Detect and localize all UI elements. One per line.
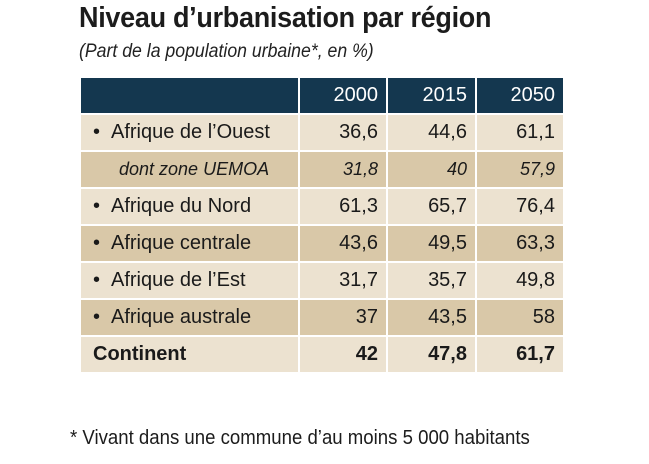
value-cell-2015: 47,8 [386,335,477,374]
chart-subtitle: (Part de la population urbaine*, en %) [79,41,374,62]
table-row: dont zone UEMOA 31,8 40 57,9 [79,150,565,189]
value-cell-2015: 35,7 [386,261,477,300]
urbanisation-table: 2000 2015 2050 • Afrique de l’Ouest 36,6 44… [79,76,565,374]
table-row: • Afrique de l’Est 31,7 35,7 49,8 [79,261,565,300]
chart-title: Niveau d’urbanisation par région [79,2,492,34]
row-label-cell: • Afrique de l’Ouest [79,113,300,152]
bullet-icon: • [93,195,101,217]
value-cell-2000: 42 [298,335,388,374]
table-row: • Afrique australe 37 43,5 58 [79,298,565,337]
column-header-2015: 2015 [386,76,477,115]
table-row: • Afrique du Nord 61,3 65,7 76,4 [79,187,565,226]
row-label-cell: • Afrique centrale [79,224,300,263]
table-header: 2000 2015 2050 [79,76,565,115]
value-cell-2000: 61,3 [298,187,388,226]
bullet-icon: • [93,121,101,143]
value-cell-2050: 61,7 [475,335,565,374]
value-cell-2015: 49,5 [386,224,477,263]
row-label-cell: Continent [79,335,300,374]
value-cell-2015: 40 [386,150,477,189]
value-cell-2050: 61,1 [475,113,565,152]
row-label: Afrique de l’Ouest [111,121,270,143]
value-cell-2050: 76,4 [475,187,565,226]
column-header-2000: 2000 [298,76,388,115]
value-cell-2015: 65,7 [386,187,477,226]
value-cell-2000: 31,8 [298,150,388,189]
table-row: • Afrique centrale 43,6 49,5 63,3 [79,224,565,263]
row-label: Afrique australe [111,306,252,328]
bullet-icon: • [93,306,101,328]
value-cell-2050: 49,8 [475,261,565,300]
row-label: Afrique centrale [111,232,252,254]
header-row: 2000 2015 2050 [79,76,565,115]
table-row: • Afrique de l’Ouest 36,6 44,6 61,1 [79,113,565,152]
row-label-cell: • Afrique du Nord [79,187,300,226]
column-header-2050: 2050 [475,76,565,115]
row-label: Afrique du Nord [111,195,252,217]
row-label: dont zone UEMOA [119,159,270,179]
value-cell-2015: 43,5 [386,298,477,337]
value-cell-2000: 36,6 [298,113,388,152]
value-cell-2000: 43,6 [298,224,388,263]
bullet-icon: • [93,269,101,291]
row-label-cell: • Afrique australe [79,298,300,337]
row-label-cell: dont zone UEMOA [79,150,300,189]
value-cell-2050: 57,9 [475,150,565,189]
value-cell-2050: 58 [475,298,565,337]
row-label: Afrique de l’Est [111,269,246,291]
table-row: Continent 42 47,8 61,7 [79,335,565,374]
table-body: • Afrique de l’Ouest 36,6 44,6 61,1 dont zone… [79,113,565,374]
row-label-cell: • Afrique de l’Est [79,261,300,300]
row-label: Continent [93,343,187,365]
footnote: * Vivant dans une commune d’au moins 5 0… [70,427,530,449]
value-cell-2050: 63,3 [475,224,565,263]
bullet-icon: • [93,232,101,254]
value-cell-2015: 44,6 [386,113,477,152]
value-cell-2000: 37 [298,298,388,337]
value-cell-2000: 31,7 [298,261,388,300]
header-blank-cell [79,76,300,115]
